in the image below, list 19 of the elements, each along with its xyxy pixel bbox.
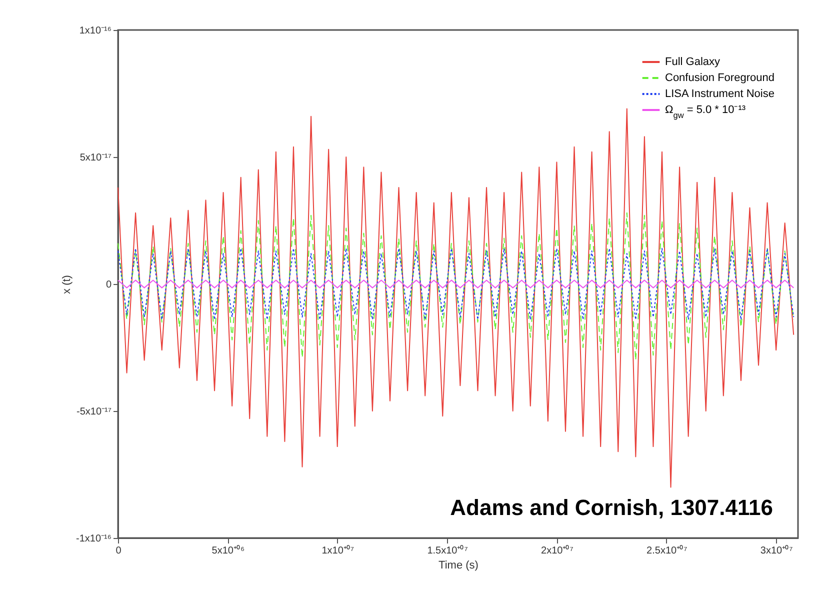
x-tick-label: 0	[116, 546, 122, 556]
x-tick-label: 1.5x10⁺⁰⁷	[427, 544, 468, 556]
x-tick-label: 2x10⁺⁰⁷	[541, 544, 574, 556]
y-axis-title: x (t)	[61, 275, 74, 294]
legend-label: LISA Instrument Noise	[665, 88, 774, 100]
x-axis-title: Time (s)	[438, 560, 478, 572]
y-tick-label: -1x10⁻¹⁶	[76, 534, 112, 544]
annotation: Adams and Cornish, 1307.4116	[450, 495, 773, 520]
x-tick-label: 1x10⁺⁰⁷	[322, 544, 354, 556]
y-tick-label: 1x10⁻¹⁶	[79, 26, 112, 36]
legend-label: Full Galaxy	[665, 56, 721, 68]
x-tick-label: 3x10⁺⁰⁷	[760, 544, 794, 556]
x-tick-label: 2.5x10⁺⁰⁷	[646, 544, 688, 556]
y-tick-label: 0	[106, 280, 112, 290]
legend-label: Confusion Foreground	[665, 72, 774, 84]
legend-label: Ω$_{gw}$ = 5.0 * 10⁻¹³	[665, 104, 746, 120]
x-tick-label: 5x10⁺⁰⁶	[212, 544, 245, 556]
y-tick-label: 5x10⁻¹⁷	[80, 152, 112, 164]
y-tick-label: -5x10⁻¹⁷	[76, 406, 112, 418]
